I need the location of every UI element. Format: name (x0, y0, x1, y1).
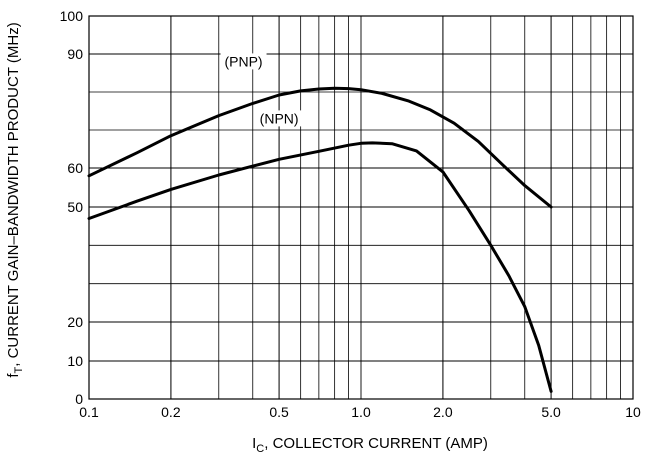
series-label-bg (256, 110, 303, 127)
y-tick-labels: 0 10 20 50 60 90 100 (60, 8, 84, 407)
x-axis-label: IC, COLLECTOR CURRENT (AMP) (252, 435, 488, 455)
y-axis-label: fT, CURRENT GAIN–BANDWIDTH PRODUCT (MHz) (5, 22, 25, 377)
x-tick-label: 0.1 (79, 404, 99, 420)
x-tick-label: 1.0 (351, 404, 371, 420)
x-tick-labels: 0.1 0.2 0.5 1.0 2.0 5.0 10 (79, 404, 641, 420)
y-tick-label: 100 (60, 8, 84, 24)
series-line-npn (87, 141, 553, 393)
series-label-bg (220, 53, 267, 70)
curves: (PNP) (NPN) (87, 53, 553, 393)
x-tick-label: 10 (625, 404, 641, 420)
y-tick-label: 90 (67, 46, 83, 62)
x-tick-label: 0.5 (269, 404, 289, 420)
x-tick-label: 2.0 (433, 404, 453, 420)
x-tick-label: 5.0 (541, 404, 561, 420)
series-line-pnp (87, 86, 553, 209)
x-tick-label: 0.2 (161, 404, 181, 420)
series-label-npn: (NPN) (260, 110, 299, 126)
series-label-pnp: (PNP) (224, 53, 262, 69)
y-tick-label: 10 (67, 353, 83, 369)
y-tick-label: 60 (67, 160, 83, 176)
y-tick-label: 20 (67, 314, 83, 330)
y-tick-label: 0 (75, 391, 83, 407)
plot-frame (88, 15, 634, 400)
y-tick-label: 50 (67, 199, 83, 215)
